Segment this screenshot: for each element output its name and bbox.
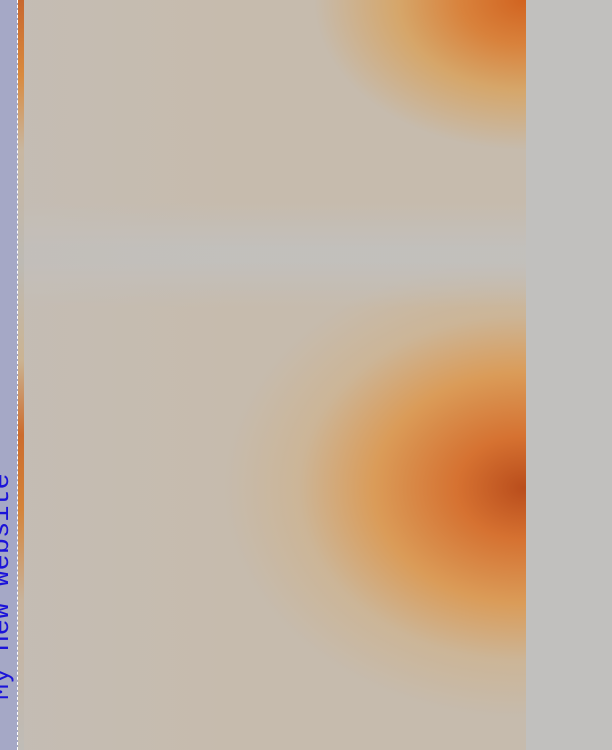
left-fade <box>24 0 526 750</box>
accent-strip <box>18 0 24 750</box>
right-column <box>526 0 612 750</box>
sidebar: My new website <box>0 0 18 750</box>
site-title-link[interactable]: My new website <box>0 360 17 700</box>
site-title-link-text: My new website <box>0 473 17 700</box>
main-image-panel <box>24 0 526 750</box>
